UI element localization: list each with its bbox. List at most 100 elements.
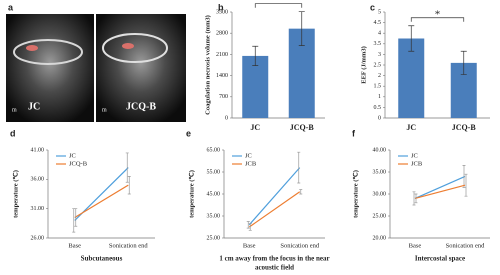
y-tick-label: 31.00 <box>31 206 45 212</box>
x-axis-label: Subcutaneous <box>81 255 123 263</box>
y-axis-label: Coagulation necrosis volume (mm3) <box>204 15 211 115</box>
error-bar <box>464 173 468 197</box>
ultrasound-image <box>96 14 186 122</box>
error-bar <box>125 152 129 183</box>
bar <box>398 38 425 118</box>
x-tick-label: JC <box>250 123 260 132</box>
legend-label: JC <box>69 152 76 159</box>
x-tick-label: Base <box>409 242 422 249</box>
y-tick-label: 26.00 <box>31 235 45 241</box>
y-tick-label: 1400 <box>216 73 228 79</box>
error-bar <box>299 189 303 195</box>
line <box>248 167 301 226</box>
x-tick-label: JCQ-B <box>452 123 477 132</box>
line <box>74 184 129 218</box>
panel-label: e <box>186 128 191 138</box>
error-bar <box>408 25 415 52</box>
marker: m <box>102 107 107 113</box>
y-tick-label: 2800 <box>216 31 228 37</box>
error-bar <box>460 50 467 75</box>
x-tick-label: JCQ-B <box>290 123 315 132</box>
y-tick-label: 1 <box>378 94 381 100</box>
y-tick-label: 35.00 <box>207 213 221 219</box>
x-axis-label: acoustic field <box>255 264 294 272</box>
y-tick-label: 2 <box>378 73 381 79</box>
error-bar <box>127 176 131 195</box>
y-tick-label: 5 <box>378 9 381 15</box>
error-bar <box>298 11 305 46</box>
error-bar <box>252 45 259 66</box>
y-tick-label: 3.5 <box>374 41 382 47</box>
error-bar <box>412 191 416 206</box>
error-bar <box>246 221 250 229</box>
y-tick-label: 25.00 <box>207 235 221 241</box>
x-tick-label: Sonication end <box>109 242 149 249</box>
legend-label: JC <box>411 152 418 159</box>
y-tick-label: 45.00 <box>207 191 221 197</box>
significance-label: * <box>276 0 282 6</box>
y-tick-label: 40.00 <box>373 147 387 153</box>
y-tick-label: 36.00 <box>31 177 45 183</box>
bar <box>242 55 269 118</box>
y-axis-label: temperature (℃) <box>351 170 359 218</box>
line <box>248 191 301 228</box>
panel-label: a <box>8 2 14 12</box>
y-tick-label: 4 <box>378 31 381 37</box>
y-tick-label: 0 <box>378 115 381 121</box>
y-tick-label: 30.00 <box>373 191 387 197</box>
y-tick-label: 35.00 <box>373 169 387 175</box>
error-bar <box>297 151 301 184</box>
y-tick-label: 3500 <box>216 9 228 15</box>
y-axis-label: temperature (℃) <box>187 170 195 218</box>
significance-bracket <box>410 17 465 22</box>
y-tick-label: 0.5 <box>374 105 382 111</box>
panel-label: b <box>218 2 224 12</box>
panel-label: f <box>352 128 356 138</box>
y-axis-label: EEF (J/mm3) <box>360 46 367 84</box>
error-bar <box>414 193 418 204</box>
significance-bracket <box>254 3 303 8</box>
legend-label: JCB <box>411 160 423 167</box>
y-tick-label: 55.00 <box>207 169 221 175</box>
x-axis-label: 1 cm away from the focus in the near <box>219 255 329 263</box>
legend-label: JCQ-B <box>69 160 88 167</box>
x-tick-label: Sonication end <box>446 242 486 249</box>
image-label: JC <box>28 101 40 112</box>
lesion <box>26 45 38 51</box>
y-tick-label: 65.00 <box>207 147 221 153</box>
error-bar <box>248 223 252 231</box>
marker: m <box>12 107 17 113</box>
legend-label: JC <box>245 152 252 159</box>
y-tick-label: 1.5 <box>374 84 382 90</box>
error-bar <box>74 208 78 227</box>
panel-label: d <box>10 128 16 138</box>
panel-label: c <box>370 2 375 12</box>
y-tick-label: 2.5 <box>374 62 382 68</box>
image-detail <box>102 33 168 63</box>
y-tick-label: 25.00 <box>373 213 387 219</box>
legend-label: JCB <box>245 160 257 167</box>
image-panel: JC m JCQ-B m <box>6 14 186 122</box>
x-tick-label: Base <box>68 242 81 249</box>
y-tick-label: 4.5 <box>374 20 382 26</box>
line <box>414 175 466 199</box>
image-detail <box>13 39 83 65</box>
x-tick-label: JC <box>406 123 416 132</box>
x-axis-label: Intercostal space <box>415 255 465 263</box>
y-tick-label: 20.00 <box>373 235 387 241</box>
line <box>414 184 466 199</box>
y-tick-label: 0 <box>225 115 228 121</box>
y-axis-label: temperature (℃) <box>11 170 19 218</box>
y-tick-label: 2100 <box>216 52 228 58</box>
y-tick-label: 3 <box>378 52 381 58</box>
ultrasound-image <box>6 14 94 122</box>
x-tick-label: Sonication end <box>280 242 320 249</box>
image-label: JCQ-B <box>126 101 156 112</box>
y-tick-label: 41.00 <box>31 147 45 153</box>
x-tick-label: Base <box>243 242 256 249</box>
y-tick-label: 700 <box>219 94 228 100</box>
error-bar <box>462 165 466 188</box>
significance-label: * <box>435 8 441 20</box>
